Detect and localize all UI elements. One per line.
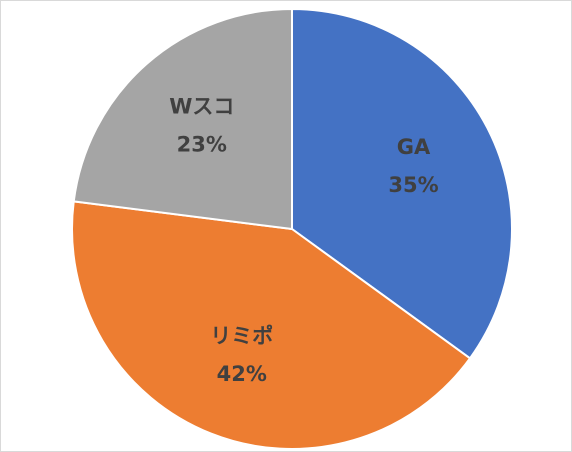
pie-slice-3: [72, 7, 293, 231]
slice-value-label: 42%: [217, 362, 267, 386]
pie-slice-1: [291, 7, 513, 360]
pie-slice-2: [71, 200, 472, 450]
pie-slices: [71, 7, 513, 450]
pie-labels: GA 35% リミポ 42% Wスコ 23%: [169, 95, 438, 386]
slice-value-label: 23%: [177, 133, 227, 157]
slice-value-label: 35%: [388, 173, 438, 197]
slice-category-label: Wスコ: [169, 95, 234, 119]
slice-category-label: GA: [397, 135, 431, 159]
slice-category-label: リミポ: [210, 324, 273, 348]
